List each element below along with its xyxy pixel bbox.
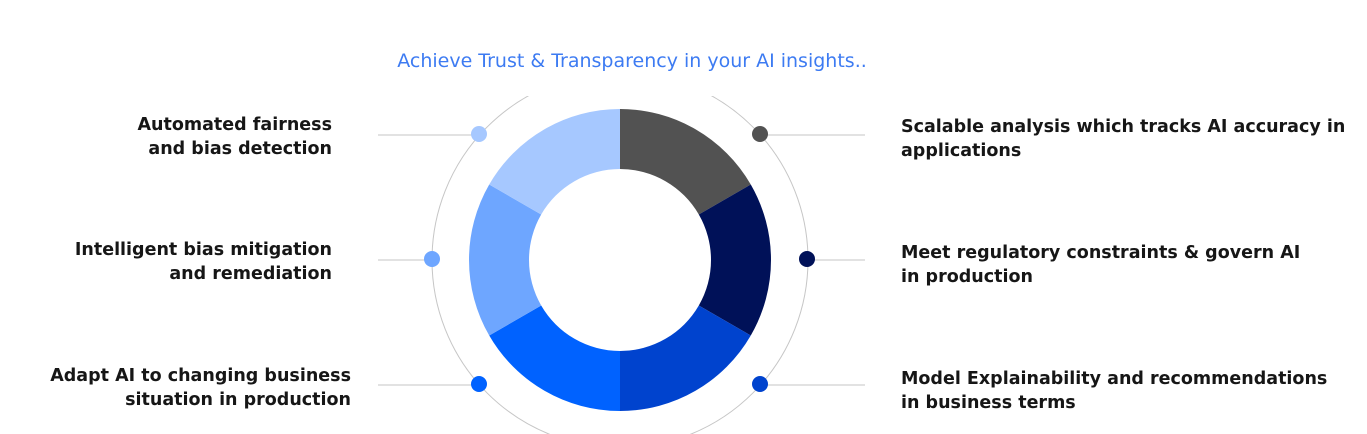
segment [698,184,771,336]
item-label: Adapt AI to changing business situation i… [50,366,351,410]
label-line: Intelligent bias mitigation [75,240,332,260]
item-label: Scalable analysis which tracks AI accura… [901,117,1345,161]
label-line: Adapt AI to changing business [50,366,351,386]
segment [469,184,542,336]
segment [489,305,620,411]
dot [752,126,768,142]
label-line: situation in production [125,390,351,410]
dot [471,126,487,142]
label-line: Model Explainability and recommendations [901,369,1327,389]
dot [471,376,487,392]
item-label: Intelligent bias mitigation and remediati… [75,240,332,284]
label-line: and remediation [169,264,332,284]
label-line: in business terms [901,393,1076,413]
dot [799,251,815,267]
item-label: Automated fairness and bias detection [138,115,333,159]
item-label: Meet regulatory constraints & govern AI i… [901,243,1300,287]
donut [469,109,771,411]
dot [752,376,768,392]
label-line: Automated fairness [138,115,333,135]
title: Achieve Trust & Transparency in your AI … [397,50,867,72]
segment [489,109,620,215]
dot [424,251,440,267]
label-line: Scalable analysis which tracks AI accura… [901,117,1345,137]
label-line: in production [901,267,1033,287]
item-label: Model Explainability and recommendations… [901,369,1327,413]
label-line: applications [901,141,1021,161]
segment [620,305,751,411]
segment [620,109,751,215]
label-line: Meet regulatory constraints & govern AI [901,243,1300,263]
label-line: and bias detection [148,139,332,159]
